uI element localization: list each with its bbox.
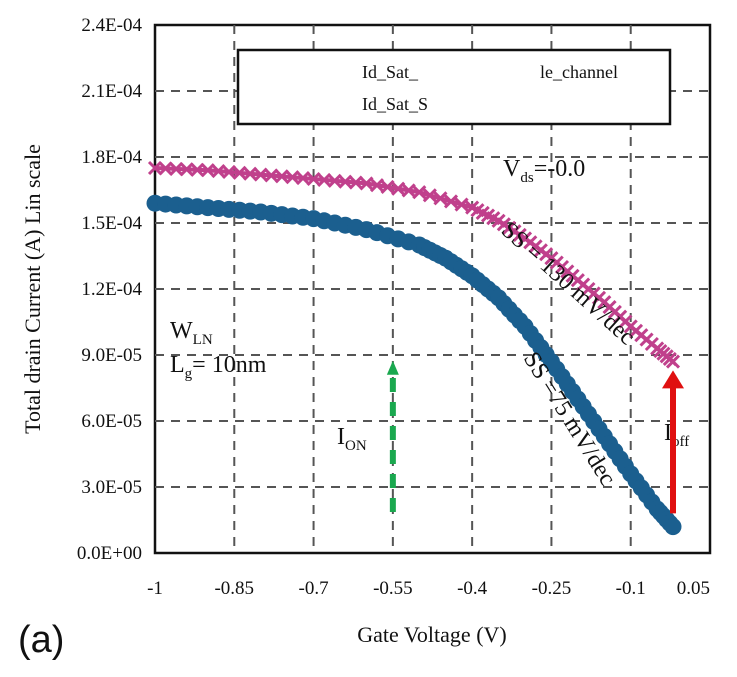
marker-stroke (475, 205, 490, 220)
series-1-point (422, 188, 437, 203)
lg-annotation: Lg= 10nm (170, 352, 267, 382)
x-tick-label: -1 (147, 578, 163, 599)
series-1-point (158, 161, 173, 176)
legend-entry-2: Id_Sat_S (362, 94, 428, 114)
ion-arrowhead (386, 360, 399, 375)
marker-stroke (401, 183, 416, 198)
ioff-label: Ioff (664, 420, 689, 450)
y-tick-label: 3.0E-05 (81, 477, 142, 498)
y-tick-label: 1.8E-04 (81, 147, 142, 168)
y-tick-label: 1.5E-04 (81, 213, 142, 234)
series-1-point (433, 191, 448, 206)
marker-stroke (422, 188, 437, 203)
marker-stroke (412, 185, 427, 200)
marker-stroke (359, 176, 374, 191)
marker-stroke (380, 179, 395, 194)
series-1-point (401, 183, 416, 198)
y-tick-label: 6.0E-05 (81, 411, 142, 432)
wln-annotation: WLN (170, 318, 213, 348)
x-axis-title: Gate Voltage (V) (357, 622, 506, 647)
ion-label: ION (337, 424, 367, 454)
marker-stroke (179, 162, 194, 177)
x-tick-label: -0.25 (532, 578, 572, 599)
legend: Id_Sat_ le_channel Id_Sat_S (236, 48, 672, 126)
panel-label: (a) (18, 619, 64, 661)
y-tick-label: 9.0E-05 (81, 345, 142, 366)
series-1-point (369, 178, 385, 193)
y-tick-label: 0.0E+00 (77, 543, 142, 564)
y-tick-label: 1.2E-04 (81, 279, 142, 300)
series-1-point (391, 181, 406, 196)
series-1-point (147, 160, 163, 176)
marker-stroke (443, 194, 459, 209)
y-tick-labels: 0.0E+00 3.0E-05 6.0E-05 9.0E-05 1.2E-04 1.5E-… (77, 15, 143, 564)
marker-stroke (665, 354, 681, 369)
vds-annotation: Vds=-0.0 (503, 156, 585, 186)
x-tick-label: 0.05 (677, 578, 710, 599)
series-1-point (443, 194, 459, 209)
ioff-arrowhead (662, 370, 684, 389)
x-tick-label: -0.1 (616, 578, 646, 599)
y-axis-title: Total drain Current (A) Lin scale (20, 144, 45, 434)
x-tick-label: -0.7 (299, 578, 329, 599)
y-tick-label: 2.4E-04 (81, 15, 142, 36)
marker-stroke (147, 160, 163, 176)
marker-stroke (480, 208, 496, 223)
marker-stroke (470, 203, 485, 218)
series-1-point (359, 176, 374, 191)
marker-stroke (465, 200, 480, 215)
series-1-point (179, 162, 194, 177)
series-1-point (412, 185, 427, 200)
series-2-point (664, 518, 682, 536)
x-tick-label: -0.55 (373, 578, 413, 599)
series-1-point (190, 162, 205, 177)
marker-stroke (158, 161, 173, 176)
x-tick-label: -0.85 (214, 578, 254, 599)
marker-stroke (369, 178, 385, 193)
y-tick-label: 2.1E-04 (81, 81, 142, 102)
marker-stroke (169, 161, 184, 176)
series-1-point (380, 179, 395, 194)
x-tick-label: -0.4 (457, 578, 488, 599)
series-1-point (454, 197, 469, 212)
series-1-point (665, 354, 681, 369)
series-layer (146, 160, 682, 536)
legend-entry-1-tail: le_channel (540, 62, 618, 82)
marker-stroke (486, 211, 501, 226)
x-tick-labels: -1 -0.85 -0.7 -0.55 -0.4 -0.25 -0.1 0.05 (147, 578, 710, 599)
marker-stroke (454, 197, 469, 212)
marker-stroke (190, 162, 205, 177)
marker-stroke (433, 191, 448, 206)
series-1-point (169, 161, 184, 176)
legend-entry-1: Id_Sat_ (362, 62, 419, 82)
legend-box (236, 48, 672, 126)
marker-stroke (391, 181, 406, 196)
